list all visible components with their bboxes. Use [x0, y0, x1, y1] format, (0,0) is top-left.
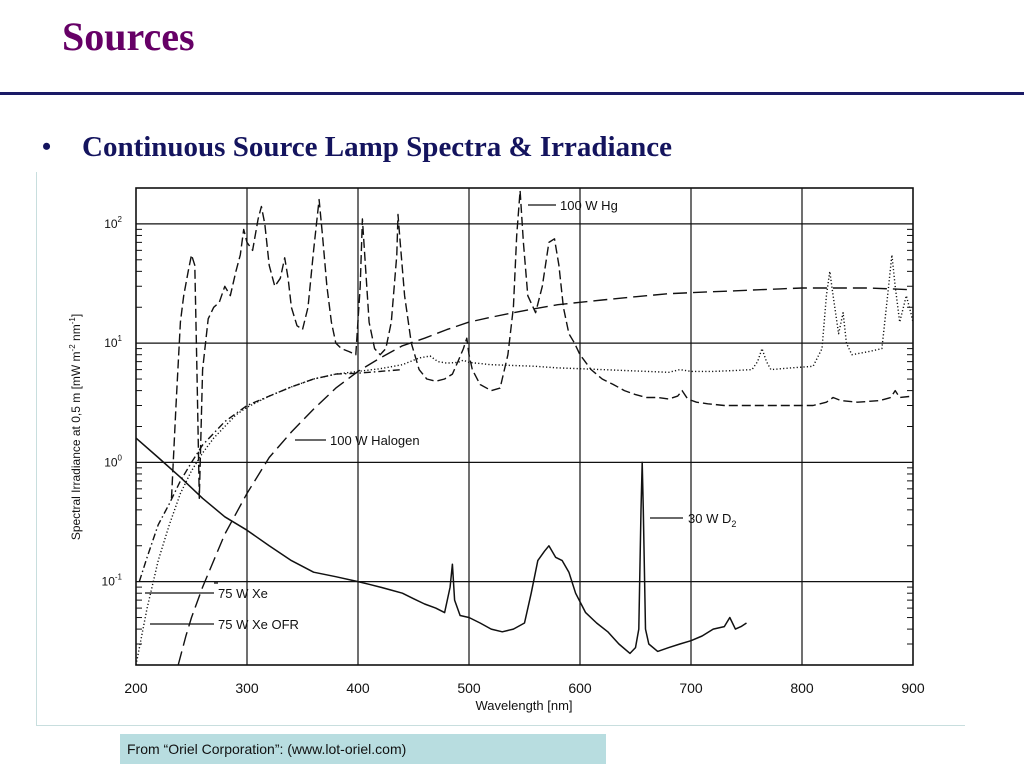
y-tick-label: 10-1 — [102, 573, 123, 589]
y-tick-label: 100 — [104, 453, 122, 469]
y-axis-label-sup1: -2 — [68, 344, 77, 352]
series-line-75-w-xe-ofr — [177, 287, 914, 666]
figure-frame — [36, 172, 965, 726]
bullet-text: Continuous Source Lamp Spectra & Irradia… — [82, 130, 672, 163]
x-tick-label: 900 — [901, 680, 925, 696]
series-label-100-w-halogen: 100 W Halogen — [330, 433, 420, 448]
y-axis-label-sup2: -1 — [68, 317, 77, 325]
y-axis-label-main: Spectral Irradiance at 0,5 m [mW m — [69, 351, 83, 540]
x-tick-label: 200 — [124, 680, 148, 696]
x-tick-label: 500 — [457, 680, 481, 696]
bullet-dot: • — [42, 132, 52, 161]
series-line-100-w-hg — [170, 190, 914, 499]
grid-lines — [136, 188, 913, 665]
tick-labels: 200 300 400 500 600 700 800 900 102 101 100 10-1 — [102, 215, 925, 696]
x-tick-label: 600 — [568, 680, 592, 696]
y-axis-label-mid: nm — [69, 324, 83, 344]
series-labels: 100 W Hg 100 W Halogen 30 W D2 75 W Xe 75 W … — [145, 198, 736, 632]
source-credit: From “Oriel Corporation”: (www.lot-oriel… — [120, 734, 606, 764]
y-tick-label: 101 — [104, 334, 122, 350]
series-line-30-w-d2 — [135, 437, 747, 655]
slide-title: Sources — [62, 14, 195, 59]
series-label-75-w-xe-ofr: 75 W Xe OFR — [218, 617, 299, 632]
y-axis-label: Spectral Irradiance at 0,5 m [mW m-2 nm-… — [68, 314, 83, 540]
x-tick-label: 300 — [235, 680, 259, 696]
title-divider — [0, 92, 1024, 95]
x-axis-label: Wavelength [nm] — [475, 698, 572, 713]
x-tick-label: 400 — [346, 680, 370, 696]
y-axis-label-end: ] — [69, 314, 83, 317]
series-label-100-w-hg: 100 W Hg — [560, 198, 618, 213]
y-tick-label: 102 — [104, 215, 122, 231]
bullet-item: • Continuous Source Lamp Spectra & Irrad… — [42, 125, 672, 169]
plot-area — [135, 187, 914, 666]
x-tick-label: 700 — [679, 680, 703, 696]
series-label-75-w-xe: 75 W Xe — [218, 586, 268, 601]
series-label-30-w-d2: 30 W D2 — [688, 511, 736, 529]
series-layer — [135, 190, 914, 666]
x-tick-label: 800 — [790, 680, 814, 696]
